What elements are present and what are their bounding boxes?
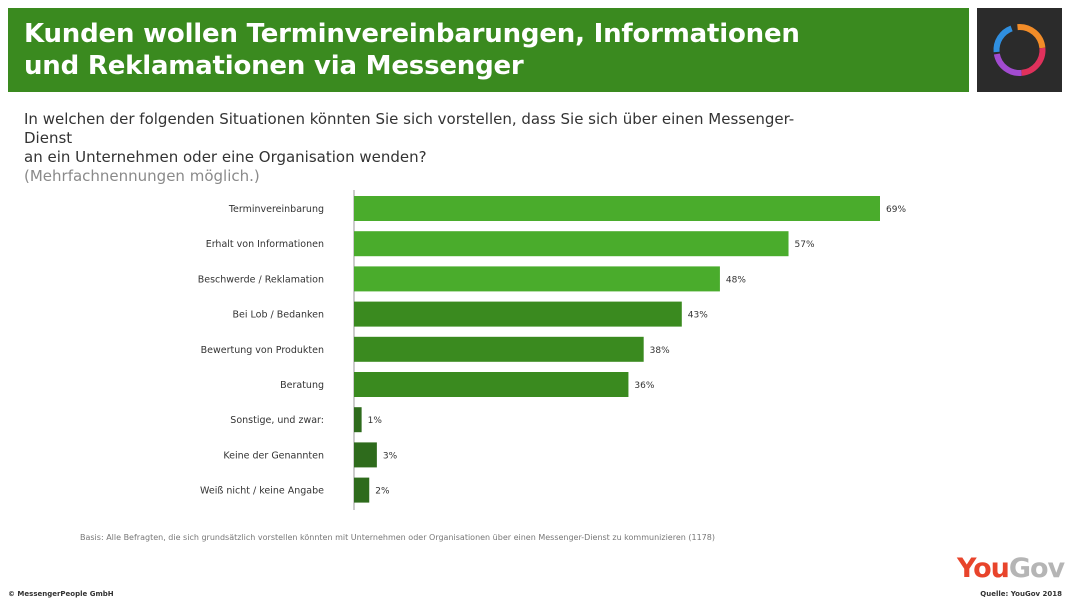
value-label: 69%	[886, 205, 906, 215]
bar	[354, 196, 880, 221]
value-label: 43%	[688, 311, 708, 321]
bar	[354, 231, 789, 257]
category-label: Terminvereinbarung	[228, 204, 324, 215]
value-label: 57%	[795, 240, 815, 250]
copyright-note: © MessengerPeople GmbH	[8, 590, 114, 598]
question-line-1: In welchen der folgenden Situationen kön…	[24, 110, 795, 147]
category-label: Bei Lob / Bedanken	[233, 310, 325, 321]
category-label: Bewertung von Produkten	[201, 345, 324, 356]
bar	[354, 407, 362, 433]
survey-question: In welchen der folgenden Situationen kön…	[24, 110, 824, 186]
title-line-1: Kunden wollen Terminvereinbarungen, Info…	[24, 19, 800, 49]
bar	[354, 477, 370, 503]
basis-note: Basis: Alle Befragten, die sich grundsät…	[80, 533, 715, 542]
category-label: Erhalt von Informationen	[206, 239, 324, 250]
logo-box	[977, 8, 1062, 92]
category-label: Beschwerde / Reklamation	[198, 274, 324, 285]
question-hint: (Mehrfachnennungen möglich.)	[24, 167, 260, 185]
value-label: 36%	[634, 381, 654, 391]
bar	[354, 372, 629, 397]
bar	[354, 442, 377, 468]
title-banner: Kunden wollen Terminvereinbarungen, Info…	[8, 8, 969, 92]
category-label: Beratung	[280, 380, 324, 391]
value-label: 38%	[650, 346, 670, 356]
bar	[354, 301, 682, 327]
yougov-logo: YouGov	[957, 553, 1065, 584]
question-line-2: an ein Unternehmen oder eine Organisatio…	[24, 148, 427, 166]
title-line-2: und Reklamationen via Messenger	[24, 51, 524, 81]
value-label: 2%	[375, 487, 390, 497]
source-note: Quelle: YouGov 2018	[980, 590, 1062, 598]
messengerpeople-logo-icon	[993, 23, 1046, 76]
value-label: 1%	[368, 416, 383, 426]
value-label: 48%	[726, 275, 746, 285]
page-title: Kunden wollen Terminvereinbarungen, Info…	[24, 18, 800, 82]
bar	[354, 266, 720, 292]
category-label: Sonstige, und zwar:	[230, 415, 324, 426]
bar-chart: Terminvereinbarung 69% Erhalt von Informat…	[198, 190, 906, 510]
value-label: 3%	[383, 451, 398, 461]
category-label: Keine der Genannten	[223, 450, 324, 461]
bar	[354, 336, 644, 362]
category-label: Weiß nicht / keine Angabe	[200, 486, 324, 497]
